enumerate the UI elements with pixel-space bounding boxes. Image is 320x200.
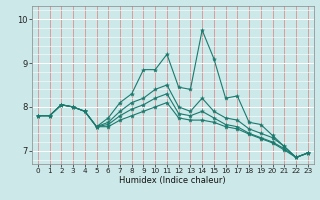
X-axis label: Humidex (Indice chaleur): Humidex (Indice chaleur) <box>119 176 226 185</box>
